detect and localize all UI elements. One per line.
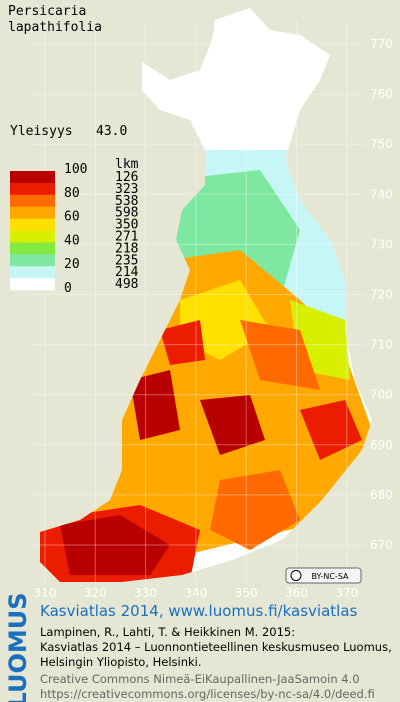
legend-swatch: [10, 242, 55, 255]
legend-count: 235: [115, 253, 138, 268]
legend-swatch: [10, 206, 55, 219]
frequency-label: Yleisyys: [10, 124, 73, 139]
legend-count: 498: [115, 277, 138, 292]
x-tick-label: 360: [285, 586, 308, 600]
legend-scale-label: 20: [64, 257, 80, 272]
legend-scale-label: 100: [64, 162, 87, 177]
legend-swatch: [10, 254, 55, 267]
x-tick-label: 330: [134, 586, 157, 600]
y-tick-label: 730: [370, 237, 393, 251]
logo: LUOMUS: [4, 593, 32, 702]
x-tick-label: 310: [34, 586, 57, 600]
x-tick-label: 340: [184, 586, 207, 600]
y-tick-label: 680: [370, 488, 393, 502]
legend-scale-label: 40: [64, 233, 80, 248]
legend-swatch: [10, 266, 55, 279]
citation: Lampinen, R., Lahti, T. & Heikkinen M. 2…: [40, 625, 295, 639]
y-tick-label: 670: [370, 538, 393, 552]
legend-swatch: [10, 230, 55, 243]
legend-count: 538: [115, 194, 138, 209]
license-badge: [285, 567, 362, 584]
species-name: lapathifolia: [8, 20, 102, 35]
y-tick-label: 760: [370, 87, 393, 101]
atlas-link[interactable]: Kasviatlas 2014, www.luomus.fi/kasviatla…: [40, 602, 358, 620]
frequency-value: 43.0: [96, 124, 127, 139]
legend-scale-label: 80: [64, 186, 80, 201]
grid: 770 760 750 740 730 720 710 700 690 680 670 310 320 3…: [30, 20, 393, 600]
species-name: Persicaria: [8, 4, 86, 19]
y-tick-label: 700: [370, 388, 393, 402]
x-tick-label: 320: [84, 586, 107, 600]
license-text: Creative Commons Nimeä-EiKaupallinen-Jaa…: [40, 672, 360, 686]
legend-swatch: [10, 278, 55, 291]
legend-count: 214: [115, 265, 139, 280]
legend-count: 598: [115, 206, 138, 221]
y-tick-label: 720: [370, 288, 393, 302]
legend-scale-label: 0: [64, 281, 72, 296]
y-tick-label: 690: [370, 438, 393, 452]
license-url[interactable]: https://creativecommons.org/licenses/by-…: [40, 687, 375, 701]
y-tick-label: 740: [370, 187, 393, 201]
legend-swatch: [10, 171, 55, 184]
count-header: lkm: [115, 157, 139, 172]
x-tick-label: 350: [235, 586, 258, 600]
legend-swatch: [10, 218, 55, 231]
legend-scale-label: 60: [64, 210, 80, 225]
x-tick-label: 370: [335, 586, 358, 600]
legend-count: 271: [115, 230, 138, 245]
citation: Helsingin Yliopisto, Helsinki.: [40, 655, 202, 669]
legend-swatch: [10, 182, 55, 196]
legend-count: 323: [115, 182, 138, 197]
cc-icon: [290, 570, 302, 581]
legend-count: 126: [115, 170, 138, 185]
license-badge-text: BY-NC-SA: [311, 572, 349, 581]
legend-swatch: [10, 194, 55, 207]
legend-count: 350: [115, 218, 138, 233]
y-tick-label: 750: [370, 137, 393, 151]
legend-count: 218: [115, 241, 138, 256]
y-tick-label: 770: [370, 37, 393, 51]
y-tick-label: 710: [370, 338, 393, 352]
citation: Kasviatlas 2014 – Luonnontieteellinen ke…: [40, 640, 392, 654]
